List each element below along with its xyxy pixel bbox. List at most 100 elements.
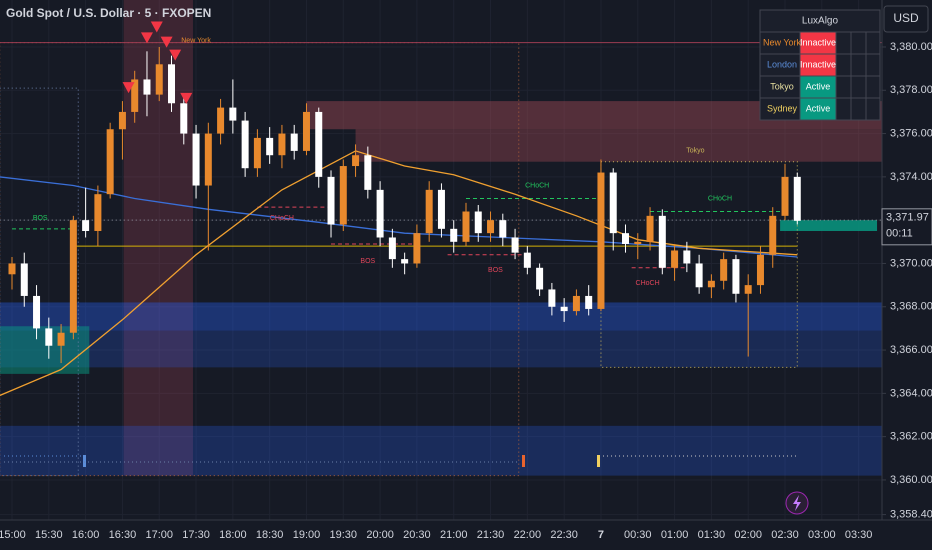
candle-body (572, 295, 580, 312)
x-tick-label: 18:30 (256, 529, 284, 541)
candle-body (695, 263, 703, 288)
candle-body (732, 259, 740, 294)
y-tick-label: 3,360.00 (890, 474, 932, 486)
marker (522, 455, 525, 467)
candle-body (57, 332, 65, 346)
session-name: Sydney (767, 103, 798, 113)
candle-body (278, 133, 286, 156)
candle-body (707, 280, 715, 288)
candle-body (364, 155, 372, 190)
zone (0, 326, 90, 374)
x-tick-label: 21:30 (477, 529, 505, 541)
candle-body (253, 137, 261, 169)
candle-body (474, 211, 482, 234)
candle-body (769, 215, 777, 255)
session-status: Innactive (800, 37, 836, 47)
annotation: BOS (33, 215, 48, 222)
session-status: Active (806, 103, 831, 113)
plot-area: BOS CHoCH BOS BOS CHoCH CHoCH CHoCH New York Tok… (0, 0, 882, 520)
countdown: 00:11 (886, 228, 913, 240)
candle-body (744, 285, 752, 294)
candle-body (756, 254, 764, 286)
candle-body (143, 79, 151, 95)
candle-body (671, 250, 679, 268)
candle-body (376, 189, 384, 238)
candle-body (413, 233, 421, 264)
x-tick-label: 20:30 (403, 529, 431, 541)
x-tick-label: 19:00 (293, 529, 321, 541)
candle-body (450, 228, 458, 242)
candle-body (315, 111, 323, 177)
candle-body (266, 137, 274, 156)
y-tick-label: 3,362.00 (890, 431, 932, 443)
candle-body (106, 129, 114, 195)
candle-body (560, 306, 568, 312)
zone (0, 425, 882, 476)
candle-body (401, 259, 409, 264)
candle-body (425, 189, 433, 234)
axes: 3,358.40 3,360.00 3,362.00 3,364.00 3,366.00… (0, 41, 932, 541)
annotation: CHoCH (636, 280, 660, 287)
x-tick-label: 17:00 (145, 529, 173, 541)
table-title: LuxAlgo (802, 16, 839, 27)
y-tick-label: 3,376.00 (890, 127, 932, 139)
y-tick-label: 3,368.00 (890, 301, 932, 313)
annotation: CHoCH (708, 195, 732, 202)
annotation: CHoCH (270, 215, 294, 222)
last-price: 3,371.97 (886, 212, 929, 224)
candle-body (302, 111, 310, 151)
candle-body (646, 215, 654, 242)
zone (0, 302, 882, 331)
alert-icon[interactable] (785, 491, 809, 515)
x-tick-label: 20:00 (366, 529, 394, 541)
currency-box[interactable] (883, 5, 929, 33)
zone (0, 302, 882, 368)
y-tick-label: 3,380.00 (890, 41, 932, 53)
signal (150, 21, 163, 33)
candle-body (683, 250, 691, 264)
x-tick-label: 7 (598, 529, 604, 541)
candle-body (69, 220, 77, 333)
zone (0, 87, 79, 477)
marker (597, 455, 600, 467)
x-tick-label: 21:00 (440, 529, 468, 541)
y-tick-label: 3,374.00 (890, 171, 932, 183)
x-tick-label: 16:30 (109, 529, 137, 541)
y-tick-label: 3,364.00 (890, 387, 932, 399)
session-name: New York (763, 37, 802, 47)
zone (355, 129, 882, 162)
x-tick-label: 22:00 (514, 529, 542, 541)
candle-body (118, 111, 126, 130)
signal (160, 36, 173, 48)
candle-body (192, 133, 200, 186)
candle-body (658, 215, 666, 268)
candle-body (536, 267, 544, 290)
candle-body (33, 295, 41, 329)
x-tick-label: 15:30 (35, 529, 63, 541)
table-cell (865, 97, 881, 121)
candle-body (609, 172, 617, 234)
candle-body (487, 220, 495, 234)
candle-body (204, 133, 212, 186)
last-price-box (881, 208, 932, 246)
candle-body (585, 295, 593, 309)
x-tick-label: 03:30 (845, 529, 873, 541)
x-tick-label: 17:30 (182, 529, 210, 541)
session-name: Tokyo (770, 81, 794, 91)
candle-body (241, 120, 249, 169)
y-tick-label: 3,358.40 (890, 508, 932, 520)
y-tick-label: 3,378.00 (890, 84, 932, 96)
candle-body (82, 220, 90, 231)
candle-body (499, 220, 507, 238)
candle-body (548, 289, 556, 307)
x-tick-label: 02:00 (734, 529, 762, 541)
candle-body (720, 259, 728, 281)
candle-body (180, 103, 188, 134)
candle-body (793, 176, 801, 221)
candle-body (217, 107, 225, 134)
candle-body (462, 211, 470, 242)
bottom-markers (4, 455, 797, 467)
annotation: New York (181, 37, 211, 44)
y-tick-label: 3,366.00 (890, 344, 932, 356)
